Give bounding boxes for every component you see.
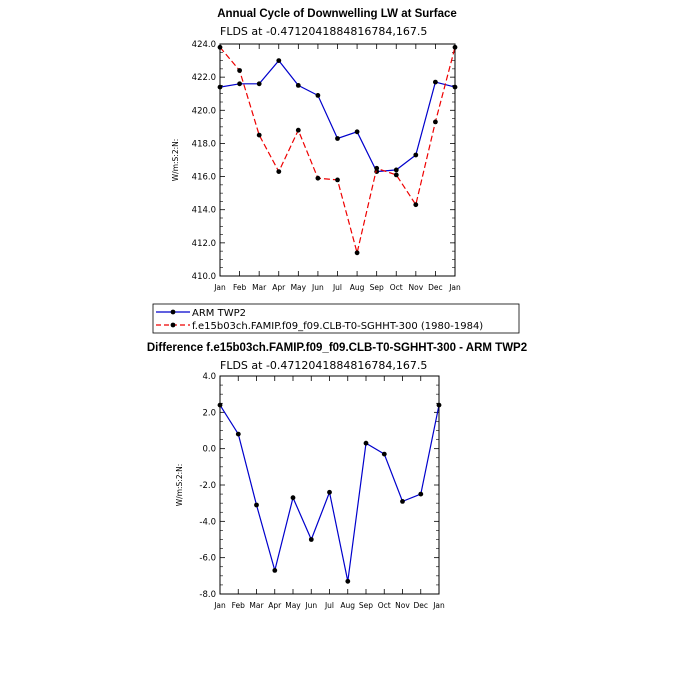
- ytick-label: 412.0: [192, 239, 216, 249]
- ytick-label: 414.0: [192, 206, 216, 216]
- chart-difference: Difference f.e15b03ch.FAMIP.f09_f09.CLB-…: [147, 342, 527, 610]
- ytick-label: 416.0: [192, 173, 216, 183]
- chart2-axes: -8.0 -6.0 -4.0 -2.0 0.0 2.0 4.0 Jan Feb Mar Apr May…: [199, 372, 445, 610]
- xtick-label: Dec: [413, 601, 428, 610]
- data-point: [256, 81, 262, 87]
- chart1-frame: [219, 43, 456, 277]
- data-point: [237, 68, 243, 73]
- ytick-label: 420.0: [192, 106, 216, 116]
- data-point: [400, 499, 405, 504]
- chart1-subtitle: FLDS at -0.4712041884816784,167.5: [220, 25, 427, 38]
- data-point: [276, 169, 282, 175]
- chart1-ylabel: W/m:S:2:N:: [171, 139, 180, 182]
- data-point: [308, 537, 314, 542]
- xtick-label: Mar: [249, 601, 264, 610]
- xtick-label: Jul: [332, 283, 342, 292]
- xtick-label: Jan: [213, 601, 226, 610]
- data-point: [393, 172, 399, 178]
- data-point: [327, 489, 332, 495]
- data-point: [272, 568, 278, 573]
- chart-annual-cycle: Annual Cycle of Downwelling LW at Surfac…: [171, 8, 461, 292]
- data-point: [381, 451, 387, 457]
- chart1-series: [217, 44, 458, 256]
- xtick-label: Jul: [324, 601, 334, 610]
- legend-marker-model: [170, 322, 176, 328]
- data-point: [295, 127, 301, 133]
- data-point: [374, 165, 380, 171]
- legend-marker-arm: [170, 309, 176, 315]
- data-point: [335, 177, 340, 183]
- xtick-label: Oct: [378, 601, 391, 610]
- data-point: [235, 431, 241, 437]
- xtick-label: May: [285, 601, 301, 610]
- legend-box: [152, 303, 520, 334]
- xtick-label: Dec: [428, 283, 443, 292]
- xtick-label: Jun: [304, 601, 317, 610]
- ytick-label: -8.0: [199, 590, 216, 600]
- data-point: [290, 495, 296, 501]
- xtick-label: Jun: [311, 283, 324, 292]
- xtick-label: Nov: [409, 283, 424, 292]
- data-point: [354, 129, 360, 135]
- data-point: [315, 93, 321, 98]
- data-point: [393, 167, 399, 173]
- data-point: [276, 58, 282, 63]
- data-point: [418, 491, 424, 497]
- xtick-label: Jan: [432, 601, 445, 610]
- data-point: [345, 578, 351, 584]
- xtick-label: Sep: [370, 283, 384, 292]
- chart1-title: Annual Cycle of Downwelling LW at Surfac…: [217, 8, 457, 20]
- xtick-label: Apr: [272, 283, 286, 292]
- xtick-label: Nov: [395, 601, 410, 610]
- data-point: [433, 119, 438, 125]
- xtick-label: Aug: [350, 283, 365, 292]
- xtick-label: Aug: [340, 601, 355, 610]
- ytick-label: 0.0: [202, 445, 216, 455]
- data-point: [295, 83, 301, 88]
- series-line-1: [219, 46, 456, 253]
- chart1-axes: 410.0 412.0 414.0 416.0 418.0 420.0 422.0 424.0…: [192, 40, 461, 292]
- ytick-label: -2.0: [199, 481, 216, 491]
- data-point: [433, 79, 438, 85]
- xtick-label: Feb: [232, 601, 246, 610]
- ytick-label: 424.0: [192, 40, 216, 50]
- data-point: [256, 132, 262, 138]
- xtick-label: Feb: [233, 283, 247, 292]
- ytick-label: 422.0: [192, 73, 216, 83]
- chart2-ylabel: W/m:S:2:N:: [175, 464, 184, 507]
- chart2-series: [217, 402, 442, 584]
- chart1-legend: ARM TWP2 f.e15b03ch.FAMIP.f09_f09.CLB-T0…: [152, 303, 520, 334]
- ytick-label: -6.0: [199, 554, 216, 564]
- legend-label-arm: ARM TWP2: [192, 308, 246, 319]
- data-point: [363, 440, 369, 446]
- ytick-label: 4.0: [202, 372, 216, 382]
- xtick-label: May: [291, 283, 307, 292]
- ytick-label: 418.0: [192, 139, 216, 149]
- data-point: [254, 502, 259, 508]
- ytick-label: -4.0: [199, 517, 216, 527]
- data-point: [315, 175, 321, 181]
- ytick-label: 2.0: [202, 408, 216, 418]
- chart2-frame: [219, 375, 440, 595]
- xtick-label: Apr: [268, 601, 282, 610]
- chart2-title: Difference f.e15b03ch.FAMIP.f09_f09.CLB-…: [147, 342, 527, 354]
- data-point: [237, 81, 243, 87]
- xtick-label: Mar: [252, 283, 267, 292]
- data-point: [413, 152, 419, 158]
- xtick-label: Oct: [390, 283, 403, 292]
- legend-label-model: f.e15b03ch.FAMIP.f09_f09.CLB-T0-SGHHT-30…: [192, 321, 483, 332]
- xtick-label: Sep: [359, 601, 373, 610]
- xtick-label: Jan: [213, 283, 226, 292]
- xtick-label: Jan: [448, 283, 461, 292]
- series-line-0: [219, 59, 456, 173]
- data-point: [354, 250, 360, 256]
- data-point: [413, 202, 419, 208]
- chart2-subtitle: FLDS at -0.4712041884816784,167.5: [220, 359, 427, 372]
- data-point: [335, 136, 340, 141]
- ytick-label: 410.0: [192, 272, 216, 282]
